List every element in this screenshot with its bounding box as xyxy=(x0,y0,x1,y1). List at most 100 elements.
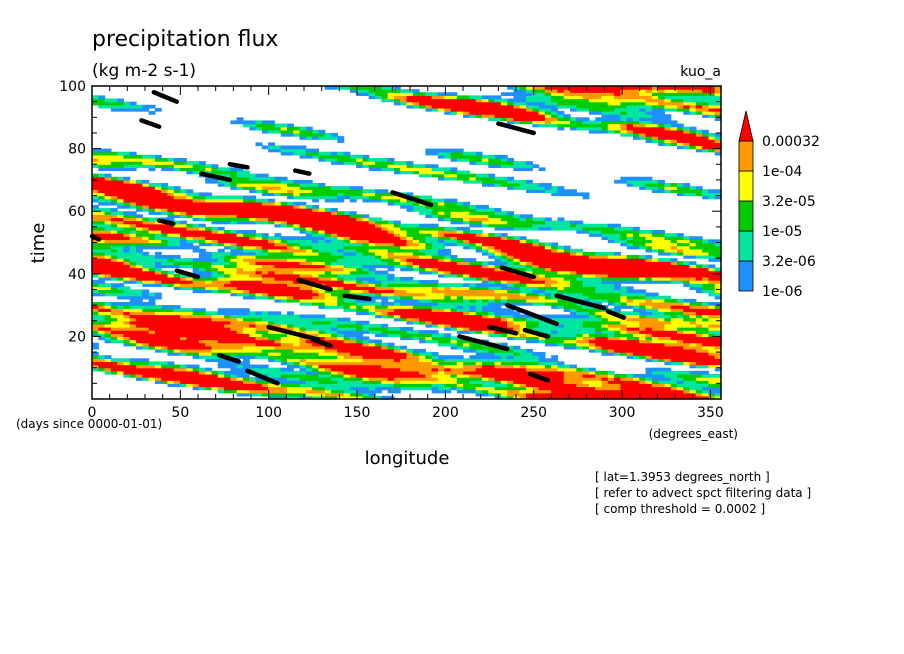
heatmap-cell xyxy=(161,320,169,325)
heatmap-cell xyxy=(481,273,489,278)
heatmap-cell xyxy=(695,305,703,309)
heatmap-cell xyxy=(343,217,351,222)
heatmap-cell xyxy=(198,261,206,266)
heatmap-cell xyxy=(481,370,489,375)
heatmap-cell xyxy=(249,208,257,212)
heatmap-cell xyxy=(249,242,257,247)
heatmap-cell xyxy=(154,223,162,228)
heatmap-cell xyxy=(255,251,263,256)
heatmap-cell xyxy=(286,339,294,344)
heatmap-cell xyxy=(331,317,338,322)
heatmap-cell xyxy=(519,370,527,375)
heatmap-cell xyxy=(343,239,351,244)
heatmap-cell xyxy=(614,395,621,400)
heatmap-cell xyxy=(702,264,710,269)
heatmap-cell xyxy=(488,348,496,353)
heatmap-cell xyxy=(192,204,200,209)
heatmap-cell xyxy=(683,323,691,328)
heatmap-cell xyxy=(305,204,313,209)
heatmap-cell xyxy=(286,276,294,281)
heatmap-cell xyxy=(224,330,231,334)
heatmap-cell xyxy=(576,276,584,281)
heatmap-cell xyxy=(154,233,162,237)
heatmap-cell xyxy=(425,242,433,247)
heatmap-cell xyxy=(286,211,294,215)
heatmap-cell xyxy=(123,226,131,231)
heatmap-cell xyxy=(708,383,716,388)
heatmap-cell xyxy=(92,211,99,215)
heatmap-cell xyxy=(236,317,244,322)
heatmap-cell xyxy=(500,223,508,228)
heatmap-cell xyxy=(280,320,288,325)
heatmap-cell xyxy=(431,308,439,312)
heatmap-cell xyxy=(161,217,169,222)
heatmap-cell xyxy=(456,264,464,269)
heatmap-cell xyxy=(186,264,194,269)
heatmap-cell xyxy=(274,248,282,253)
heatmap-cell xyxy=(570,330,577,334)
heatmap-cell xyxy=(205,358,213,363)
heatmap-cell xyxy=(362,348,370,353)
heatmap-cell xyxy=(161,245,169,250)
heatmap-cell xyxy=(299,242,307,247)
heatmap-cell xyxy=(110,333,118,337)
heatmap-cell xyxy=(695,333,703,337)
heatmap-cell xyxy=(563,380,571,384)
heatmap-cell xyxy=(249,211,257,215)
heatmap-cell xyxy=(192,314,200,319)
heatmap-cell xyxy=(224,204,231,209)
heatmap-cell xyxy=(280,333,288,337)
heatmap-cell xyxy=(431,214,439,219)
heatmap-cell xyxy=(148,264,156,269)
heatmap-cell xyxy=(620,239,628,244)
heatmap-cell xyxy=(142,255,150,259)
heatmap-cell xyxy=(268,295,276,300)
heatmap-cell xyxy=(217,383,225,388)
heatmap-cell xyxy=(230,386,238,391)
heatmap-cell xyxy=(645,367,653,372)
heatmap-cell xyxy=(337,383,345,388)
heatmap-cell xyxy=(431,323,439,328)
heatmap-cell xyxy=(614,267,621,272)
heatmap-cell xyxy=(154,273,162,278)
heatmap-cell xyxy=(632,258,640,262)
heatmap-cell xyxy=(129,336,137,341)
heatmap-cell xyxy=(381,383,389,388)
heatmap-cell xyxy=(180,364,187,369)
heatmap-cell xyxy=(513,355,521,359)
heatmap-cell xyxy=(444,373,452,378)
heatmap-cell xyxy=(419,311,426,316)
heatmap-cell xyxy=(431,361,439,366)
heatmap-cell xyxy=(463,267,470,272)
heatmap-cell xyxy=(582,286,590,291)
heatmap-cell xyxy=(217,323,225,328)
heatmap-cell xyxy=(343,233,351,237)
heatmap-cell xyxy=(601,392,609,397)
heatmap-cell xyxy=(708,286,716,291)
heatmap-cell xyxy=(324,320,332,325)
heatmap-cell xyxy=(570,280,577,284)
heatmap-cell xyxy=(601,345,609,350)
heatmap-cell xyxy=(242,358,250,363)
heatmap-cell xyxy=(110,223,118,228)
heatmap-cell xyxy=(576,392,584,397)
heatmap-cell xyxy=(519,395,527,400)
heatmap-cell xyxy=(180,383,187,388)
heatmap-cell xyxy=(98,229,106,234)
heatmap-cell xyxy=(570,283,577,287)
heatmap-cell xyxy=(161,236,169,240)
heatmap-cell xyxy=(456,229,464,234)
heatmap-cell xyxy=(305,223,313,228)
heatmap-cell xyxy=(488,223,496,228)
heatmap-cell xyxy=(180,276,187,281)
heatmap-cell xyxy=(324,367,332,372)
heatmap-cell xyxy=(173,233,181,237)
heatmap-cell xyxy=(387,311,395,316)
heatmap-cell xyxy=(393,386,401,391)
heatmap-cell xyxy=(676,264,684,269)
heatmap-cell xyxy=(708,342,716,347)
heatmap-cell xyxy=(526,217,533,222)
heatmap-cell xyxy=(98,226,106,231)
heatmap-cell xyxy=(425,223,433,228)
heatmap-cell xyxy=(532,386,540,391)
